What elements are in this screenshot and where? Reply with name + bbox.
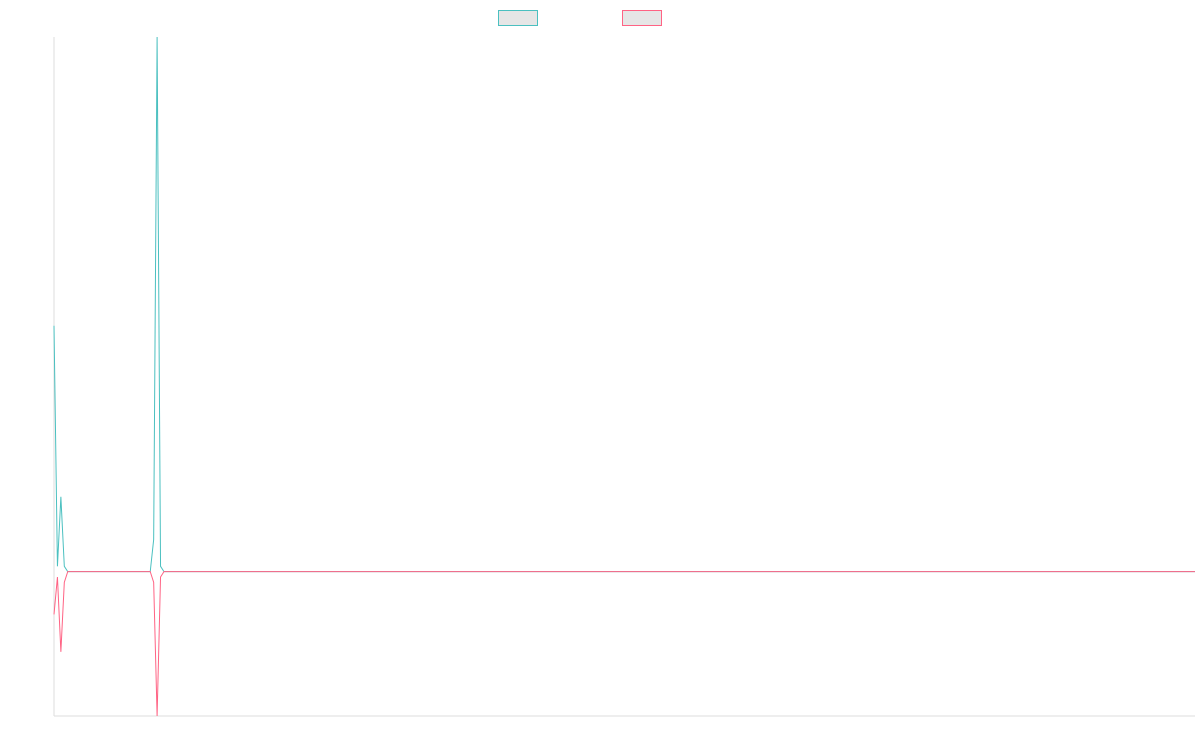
legend-swatch[interactable] [622,10,662,26]
legend-swatch[interactable] [498,10,538,26]
line-series [53,36,1195,573]
line-series [53,571,1195,717]
